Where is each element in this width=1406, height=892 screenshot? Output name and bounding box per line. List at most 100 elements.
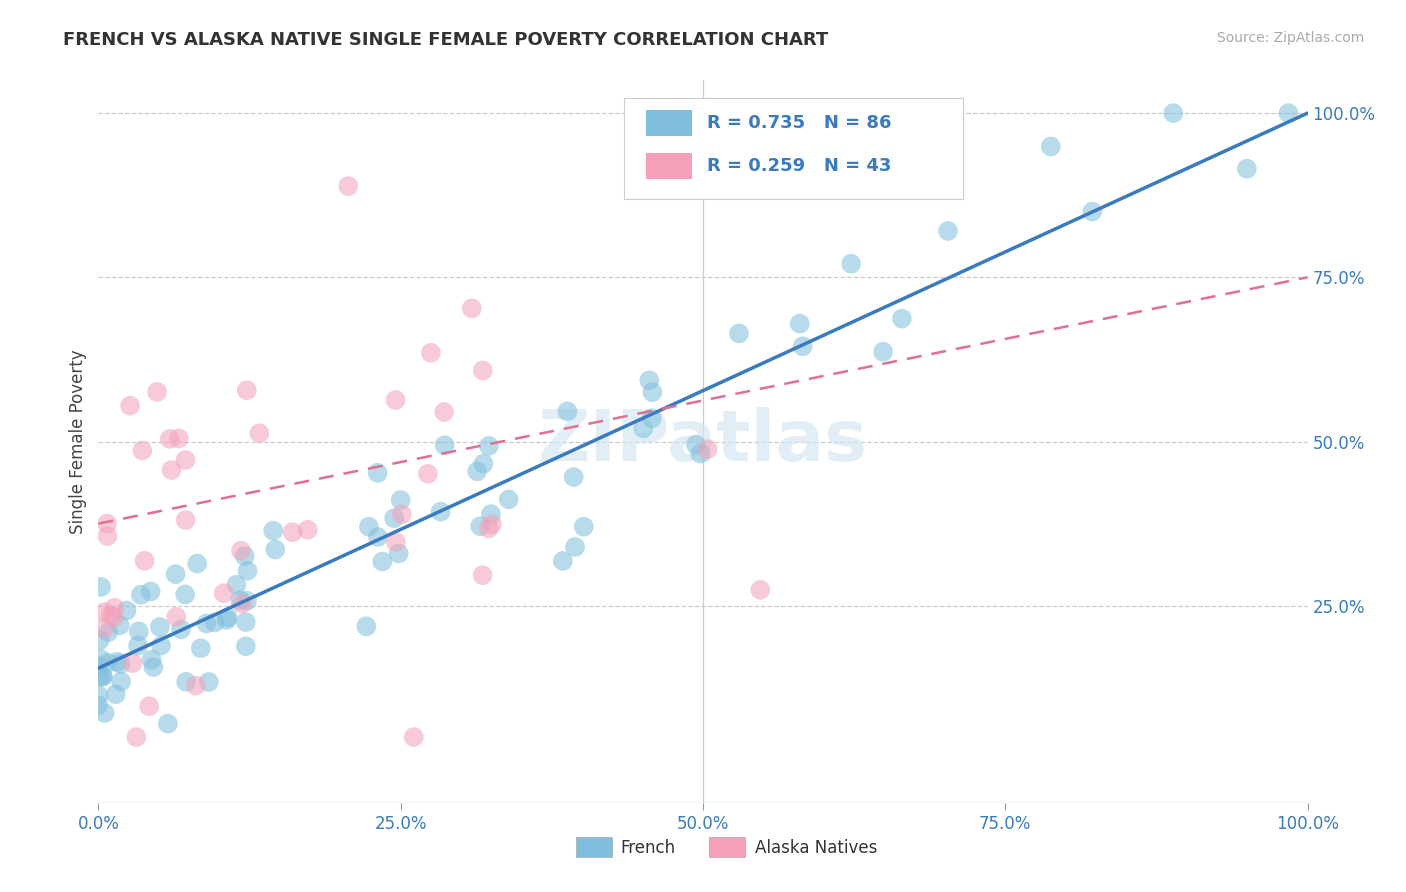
Point [229,543,252,558]
Point [149,620,172,634]
Point [103,610,125,624]
Text: Alaska Natives: Alaska Natives [755,838,877,856]
Point [1236,161,1258,176]
Point [97,625,120,640]
Point [170,623,193,637]
Text: FRENCH VS ALASKA NATIVE SINGLE FEMALE POVERTY CORRELATION CHART: FRENCH VS ALASKA NATIVE SINGLE FEMALE PO… [63,31,828,49]
Text: French: French [621,838,676,856]
Point [142,660,165,674]
Point [190,641,212,656]
Point [231,597,253,611]
Point [97,656,120,670]
FancyBboxPatch shape [624,98,963,200]
Point [388,546,411,560]
Point [1039,139,1062,153]
Point [562,470,585,484]
Point [150,639,173,653]
Point [337,179,360,194]
Point [159,432,181,446]
Point [195,616,218,631]
Point [356,619,378,633]
Point [131,443,153,458]
Point [91,669,114,683]
Point [105,655,128,669]
Point [689,447,711,461]
Point [638,373,661,387]
Point [167,431,190,445]
Point [685,437,707,451]
Point [433,438,456,452]
Point [90,580,112,594]
Point [416,467,439,481]
Point [184,679,207,693]
Y-axis label: Single Female Poverty: Single Female Poverty [69,350,87,533]
Point [121,656,143,670]
Point [89,633,111,648]
Point [789,317,811,331]
Point [478,521,501,535]
Point [728,326,751,341]
Text: R = 0.259   N = 43: R = 0.259 N = 43 [707,157,891,175]
Point [433,405,456,419]
Point [96,529,118,543]
Point [128,624,150,639]
Point [93,621,115,635]
Point [236,383,259,397]
Point [129,588,152,602]
Point [472,457,495,471]
Point [174,674,197,689]
Point [481,517,503,532]
Point [110,657,132,671]
Point [367,530,389,544]
Point [87,659,110,673]
Point [165,610,187,624]
Point [215,613,238,627]
Point [572,519,595,533]
Point [138,699,160,714]
Point [125,730,148,744]
Point [402,730,425,744]
Point [357,519,380,533]
Point [235,615,257,629]
Point [641,411,664,425]
Bar [647,153,692,179]
Point [93,605,115,619]
Bar [576,837,613,857]
Point [367,466,389,480]
Point [89,670,111,684]
Point [225,577,247,591]
Point [139,584,162,599]
Point [471,568,494,582]
Bar [647,110,692,136]
Point [749,582,772,597]
Point [108,618,131,632]
Point [217,610,239,624]
Point [100,608,122,623]
Point [557,404,579,418]
Point [382,511,405,525]
Text: R = 0.735   N = 86: R = 0.735 N = 86 [707,114,891,132]
Point [134,554,156,568]
Point [479,507,502,521]
Point [89,652,111,666]
Point [471,363,494,377]
Point [792,339,814,353]
Point [890,311,912,326]
Bar [709,837,745,857]
Point [160,463,183,477]
Point [235,640,257,654]
Point [236,564,259,578]
Point [470,519,492,533]
Point [236,594,259,608]
Point [385,535,408,549]
Point [91,669,114,683]
Point [87,698,110,713]
Point [384,393,406,408]
Point [389,493,412,508]
Point [146,384,169,399]
Point [429,505,451,519]
Point [212,586,235,600]
Point [1277,106,1299,120]
Point [498,492,520,507]
Point [391,507,413,521]
